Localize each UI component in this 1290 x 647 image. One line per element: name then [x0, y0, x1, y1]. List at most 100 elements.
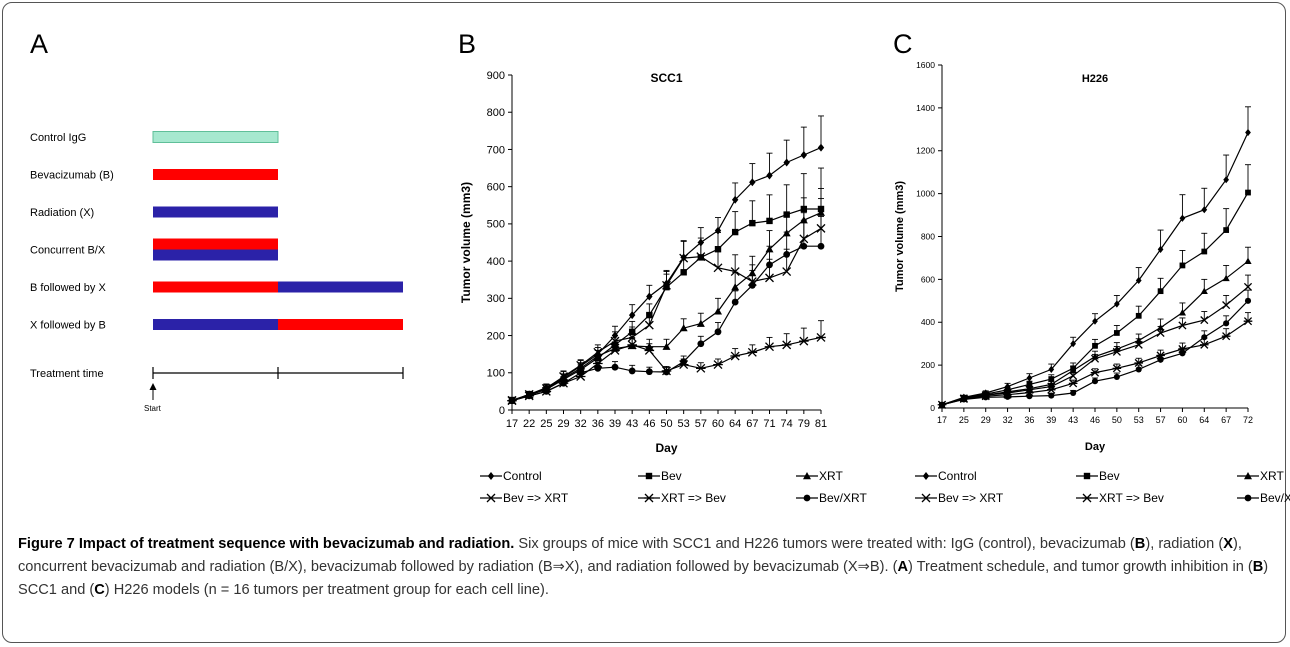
data-point-circle — [680, 358, 688, 366]
legend-label: XRT => Bev — [1099, 491, 1164, 505]
data-point-square — [1245, 189, 1251, 196]
schedule-bar — [153, 169, 278, 180]
schedule-bar — [153, 249, 278, 261]
y-axis-label: Tumor volume (mm3) — [459, 182, 473, 303]
data-point-asterisk — [610, 345, 620, 355]
data-point-x — [593, 347, 603, 357]
data-point-asterisk — [799, 336, 809, 346]
data-point-square — [680, 269, 687, 276]
data-point-square — [1157, 288, 1164, 295]
data-point-square — [1179, 262, 1186, 269]
data-point-circle — [645, 368, 653, 376]
data-point-x — [679, 253, 689, 263]
caption-bold-ref: B — [1252, 559, 1264, 575]
data-point-x — [1178, 321, 1187, 330]
data-point-circle — [748, 281, 756, 289]
schedule-rows: Control IgG Bevacizumab (B) Radiation (X) C… — [30, 131, 403, 332]
treatment-timeline: Treatment time Start — [30, 367, 404, 413]
data-point-circle — [1223, 320, 1230, 327]
x-tick-label: 25 — [540, 418, 552, 430]
data-point-triangle — [1244, 472, 1252, 480]
caption-text: ) SCC1 and ( — [18, 559, 1269, 598]
legend-item: XRT => Bev — [1076, 491, 1164, 505]
legend-item: Bev — [1076, 469, 1120, 483]
data-point-square — [1083, 472, 1091, 480]
series-asterisk — [507, 320, 826, 406]
y-tick-label: 0 — [930, 403, 935, 413]
data-point-diamond — [1026, 374, 1033, 382]
panel-letter: B — [458, 29, 476, 59]
data-point-square — [1135, 312, 1142, 319]
y-tick-label: 1000 — [916, 189, 935, 199]
schedule-bar — [153, 319, 278, 330]
data-point-diamond — [766, 171, 773, 180]
data-point-diamond — [749, 178, 756, 187]
data-point-x — [1156, 328, 1165, 338]
data-point-diamond — [1201, 206, 1208, 214]
data-point-asterisk — [1199, 340, 1209, 349]
legend-label: Bev/XRT — [1260, 491, 1290, 505]
legend-item: XRT => Bev — [638, 491, 726, 505]
x-tick-label: 67 — [746, 418, 758, 430]
data-point-asterisk — [1090, 368, 1100, 377]
data-point-diamond — [1157, 245, 1164, 253]
data-point-diamond — [1245, 128, 1251, 137]
chart-title: SCC1 — [650, 71, 682, 85]
y-tick-label: 600 — [487, 182, 505, 194]
data-point-diamond — [628, 311, 636, 320]
schedule-row-label: Control IgG — [30, 132, 86, 144]
data-point-x — [1222, 301, 1231, 310]
data-point-circle — [628, 367, 636, 375]
schedule-bar — [278, 319, 403, 330]
data-point-diamond — [800, 151, 808, 160]
data-point-x — [921, 493, 931, 503]
data-point-asterisk — [816, 332, 826, 342]
data-point-x — [486, 493, 496, 503]
data-point-square — [1113, 330, 1120, 336]
x-tick-label: 29 — [981, 415, 991, 425]
legend-label: Control — [503, 469, 542, 483]
data-point-x — [1112, 347, 1121, 356]
data-point-x — [1200, 316, 1209, 325]
legend-label: Bev => XRT — [938, 491, 1004, 505]
data-point-triangle — [593, 352, 602, 360]
x-tick-label: 64 — [729, 418, 741, 430]
data-point-circle — [560, 379, 567, 387]
data-point-circle — [803, 494, 811, 502]
data-point-asterisk — [1221, 332, 1231, 341]
x-tick-label: 32 — [1003, 415, 1013, 425]
y-tick-label: 400 — [921, 317, 935, 327]
data-point-square — [645, 472, 653, 480]
series-line — [511, 245, 821, 402]
data-point-asterisk — [644, 345, 655, 355]
legend-label: Control — [938, 469, 977, 483]
series-circle — [938, 289, 1252, 408]
data-point-x — [765, 273, 774, 283]
legend-item: Bev/XRT — [796, 491, 867, 505]
schedule-row-label: Radiation (X) — [30, 207, 94, 219]
y-tick-label: 1400 — [916, 103, 935, 113]
data-point-asterisk — [627, 340, 637, 350]
x-tick-label: 50 — [660, 418, 672, 430]
data-point-asterisk — [764, 342, 775, 352]
x-tick-label: 43 — [1068, 415, 1078, 425]
data-point-circle — [982, 394, 989, 401]
data-point-circle — [697, 340, 705, 348]
data-point-triangle — [1244, 257, 1252, 265]
data-point-asterisk — [1243, 317, 1253, 326]
data-point-x — [1134, 340, 1143, 349]
x-tick-label: 17 — [506, 418, 518, 430]
y-axis-label: Tumor volume (mm3) — [894, 181, 906, 292]
caption-text: ), concurrent bevacizumab and radiation … — [18, 536, 1242, 575]
data-point-square — [1048, 376, 1055, 382]
data-point-asterisk — [644, 493, 654, 503]
x-tick-label: 72 — [1243, 415, 1253, 425]
data-point-diamond — [1113, 300, 1120, 308]
legend-label: XRT => Bev — [661, 491, 726, 505]
data-point-diamond — [1070, 340, 1077, 348]
x-tick-label: 60 — [712, 418, 724, 430]
x-tick-label: 71 — [763, 418, 775, 430]
y-tick-label: 300 — [487, 293, 505, 305]
figure-canvas: A Control IgG Bevacizumab (B) Radiation (X… — [30, 29, 1290, 505]
y-tick-label: 200 — [921, 360, 935, 370]
